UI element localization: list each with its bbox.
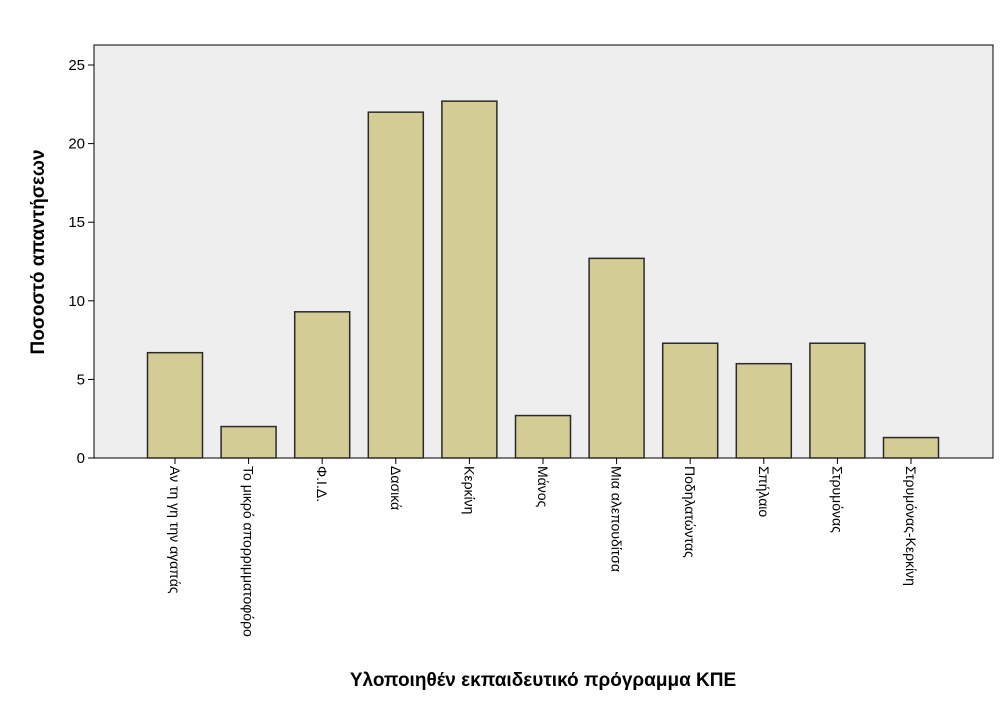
x-axis: Αν τη γη την αγαπάς Το μικρό απορριμματοφ… — [167, 458, 919, 637]
y-tick-label: 20 — [68, 136, 85, 153]
y-axis: 0 5 10 15 20 25 — [68, 57, 94, 467]
y-axis-title: Ποσοστό απαντήσεων — [28, 150, 49, 355]
y-tick-label: 0 — [77, 450, 85, 467]
x-tick-label: Κερκίνη — [461, 466, 477, 514]
bar — [220, 425, 277, 459]
bar — [441, 100, 498, 459]
x-tick-label: Φ.Ι.Δ. — [314, 466, 330, 502]
bar — [146, 351, 204, 459]
y-tick-label: 25 — [68, 57, 85, 74]
x-tick-label: Ποδηλατώντας — [682, 466, 698, 558]
x-tick-label: Το μικρό απορριμματοφόρο — [241, 466, 257, 637]
x-tick-label: Στρυμόνας-Κερκίνη — [903, 466, 919, 586]
bar — [588, 257, 645, 459]
bar — [809, 342, 866, 459]
bar — [293, 311, 351, 459]
x-tick-label: Μια αλεπουδίτσα — [609, 466, 625, 572]
bar — [882, 436, 940, 459]
bar — [735, 362, 793, 459]
bar — [367, 111, 425, 459]
y-tick-label: 15 — [68, 214, 85, 231]
bar — [661, 342, 719, 459]
y-tick-label: 10 — [68, 293, 85, 310]
x-tick-label: Στρυμόνας — [829, 466, 845, 533]
x-tick-label: Αν τη γη την αγαπάς — [167, 466, 183, 594]
x-tick-label: Δασικά — [388, 466, 404, 510]
y-tick-label: 5 — [77, 371, 85, 388]
x-axis-title: Υλοποιηθέν εκπαιδευτικό πρόγραμμα ΚΠΕ — [350, 670, 736, 691]
x-tick-label: Σπήλαιο — [756, 466, 772, 517]
x-tick-label: Μάνος — [535, 466, 551, 508]
bars — [146, 100, 940, 459]
bar — [514, 414, 572, 459]
